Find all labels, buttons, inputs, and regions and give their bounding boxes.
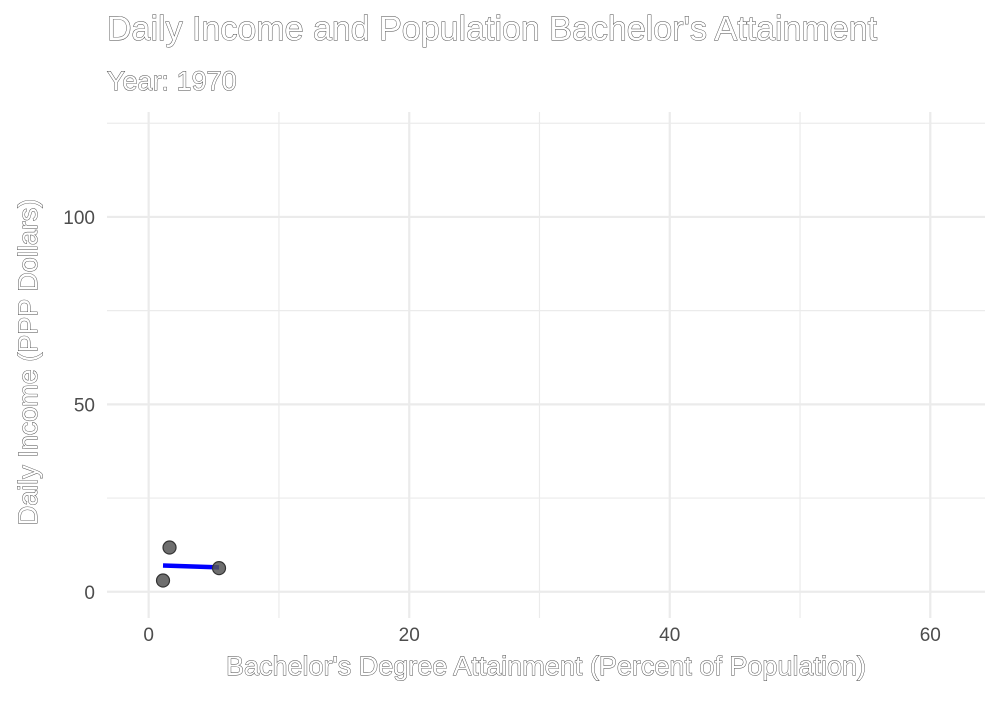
y-tick-label: 50 [74, 395, 95, 416]
y-tick-label: 100 [63, 208, 95, 229]
data-point [162, 540, 177, 555]
chart-title: Daily Income and Population Bachelor's A… [107, 10, 878, 48]
x-tick-label: 20 [399, 625, 420, 646]
x-tick-label: 0 [143, 625, 154, 646]
y-tick-label: 0 [84, 583, 95, 604]
x-axis-label: Bachelor's Degree Attainment (Percent of… [226, 651, 866, 681]
data-layer [155, 540, 227, 588]
chart-subtitle: Year: 1970 [107, 66, 237, 96]
y-axis-label: Daily Income (PPP Dollars) [13, 199, 43, 526]
grid [107, 112, 985, 618]
data-point [211, 561, 227, 576]
trend-line [162, 563, 220, 570]
x-tick-label: 40 [659, 625, 680, 646]
x-tick-label: 60 [920, 625, 941, 646]
axis-ticks: 0 20 40 60 0 50 100 [63, 208, 941, 646]
data-point [155, 573, 171, 588]
